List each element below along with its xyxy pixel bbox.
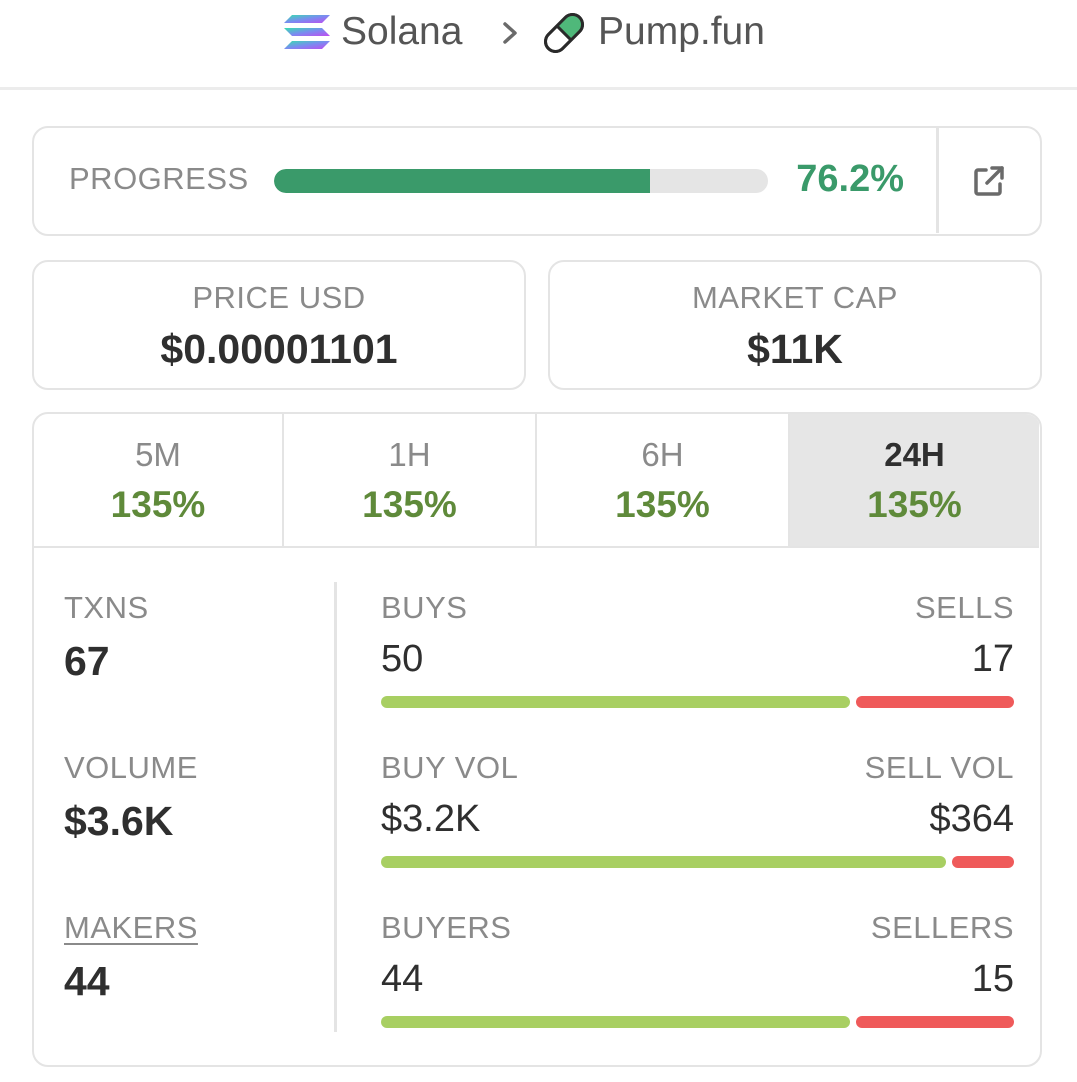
breadcrumb: Solana Pump.fun — [0, 0, 1077, 90]
sell-vol-label: SELL VOL — [864, 750, 1014, 785]
chevron-right-icon — [503, 22, 517, 44]
tab-label: 5M — [135, 436, 181, 473]
divider — [936, 128, 939, 233]
tab-label: 1H — [388, 436, 431, 473]
buy-bar — [381, 696, 850, 708]
buyers-value: 44 — [381, 958, 424, 1000]
market-cap-value: $11K — [747, 326, 843, 372]
tab-24h[interactable]: 24H 135% — [790, 414, 1039, 546]
sell-bar — [856, 696, 1014, 708]
trading-stats-card: 5M 135% 1H 135% 6H 135% 24H 135% TXNS 67… — [32, 412, 1042, 1067]
buys-value: 50 — [381, 638, 424, 680]
tab-label: 6H — [641, 436, 684, 473]
column-divider — [334, 582, 337, 1032]
tab-change: 135% — [867, 484, 962, 525]
tab-label: 24H — [884, 436, 945, 473]
sell-bar — [952, 856, 1014, 868]
sellers-value: 15 — [971, 958, 1014, 1000]
buyers-label: BUYERS — [381, 910, 512, 945]
pill-icon — [544, 13, 584, 53]
sellers-label: SELLERS — [870, 910, 1014, 945]
tab-change: 135% — [362, 484, 457, 525]
bonding-curve-progress: PROGRESS 76.2% — [32, 126, 1042, 236]
price-usd-card: PRICE USD $0.00001101 — [32, 260, 526, 390]
volume-ratio-bar — [381, 856, 1014, 868]
sell-bar — [856, 1016, 1014, 1028]
external-link-icon — [974, 165, 1004, 196]
breadcrumb-dex-link[interactable]: Pump.fun — [598, 10, 765, 53]
price-usd-label: PRICE USD — [192, 280, 366, 315]
market-cap-card: MARKET CAP $11K — [548, 260, 1042, 390]
solana-logo-icon — [284, 15, 330, 49]
volume-value: $3.6K — [64, 798, 174, 844]
open-external-button[interactable] — [939, 128, 1039, 233]
makers-value: 44 — [64, 958, 110, 1004]
sells-label: SELLS — [914, 590, 1014, 625]
tab-change: 135% — [110, 484, 206, 525]
timeframe-tabs: 5M 135% 1H 135% 6H 135% 24H 135% — [34, 414, 1039, 548]
sells-value: 17 — [971, 638, 1014, 680]
tab-5m[interactable]: 5M 135% — [34, 414, 284, 546]
makers-link[interactable]: MAKERS — [64, 910, 198, 945]
price-usd-value: $0.00001101 — [160, 326, 398, 372]
buy-bar — [381, 856, 946, 868]
volume-label: VOLUME — [64, 750, 198, 785]
buy-bar — [381, 1016, 850, 1028]
market-cap-label: MARKET CAP — [692, 280, 898, 315]
progress-label: PROGRESS — [69, 161, 249, 196]
buy-vol-label: BUY VOL — [381, 750, 519, 785]
buy-vol-value: $3.2K — [381, 798, 481, 840]
tab-change: 135% — [615, 484, 710, 525]
tab-6h[interactable]: 6H 135% — [537, 414, 790, 546]
progress-bar — [274, 169, 768, 193]
tab-1h[interactable]: 1H 135% — [284, 414, 537, 546]
sell-vol-value: $364 — [929, 798, 1014, 840]
txns-ratio-bar — [381, 696, 1014, 708]
makers-ratio-bar — [381, 1016, 1014, 1028]
progress-value: 76.2% — [796, 158, 904, 200]
breadcrumb-chain-link[interactable]: Solana — [341, 10, 463, 53]
progress-bar-fill — [274, 169, 651, 193]
txns-label: TXNS — [64, 590, 149, 625]
txns-value: 67 — [64, 638, 110, 684]
buys-label: BUYS — [381, 590, 468, 625]
